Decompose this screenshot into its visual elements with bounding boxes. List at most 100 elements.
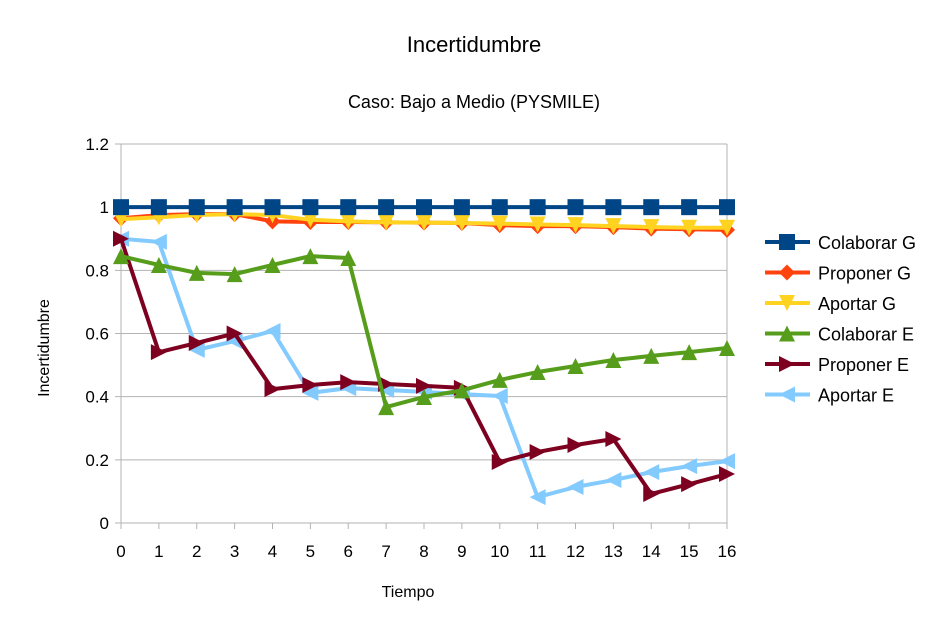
x-tick-label: 2 xyxy=(192,542,201,561)
marker-triangle-down xyxy=(567,217,584,234)
marker-triangle-right xyxy=(416,377,432,394)
marker-triangle-down xyxy=(529,216,546,233)
marker-square xyxy=(416,199,432,216)
x-tick-label: 12 xyxy=(566,542,585,561)
marker-triangle-right xyxy=(226,325,243,342)
marker-triangle-up xyxy=(779,325,795,342)
legend-label: Aportar E xyxy=(818,386,894,406)
series-colaborar-e xyxy=(113,248,735,416)
marker-triangle-down xyxy=(453,214,470,231)
legend-item: Colaborar E xyxy=(765,325,914,345)
x-tick-label: 7 xyxy=(381,542,390,561)
marker-triangle-up xyxy=(150,256,167,273)
marker-square xyxy=(453,199,470,216)
marker-triangle-down xyxy=(779,295,795,311)
marker-triangle-right xyxy=(491,454,508,471)
marker-triangle-down xyxy=(378,214,395,231)
marker-square xyxy=(491,199,508,216)
marker-triangle-up xyxy=(378,399,395,416)
marker-square xyxy=(264,199,281,216)
x-tick-label: 13 xyxy=(604,542,623,561)
x-tick-label: 15 xyxy=(680,542,699,561)
legend-label: Proponer E xyxy=(818,355,909,375)
marker-square xyxy=(226,199,243,216)
chart-title: Incertidumbre xyxy=(407,32,542,57)
marker-triangle-down xyxy=(491,215,508,232)
legend-item: Colaborar G xyxy=(765,233,916,253)
marker-triangle-down xyxy=(719,219,735,236)
marker-triangle-right xyxy=(188,334,205,351)
marker-triangle-left xyxy=(529,489,546,506)
marker-triangle-up xyxy=(605,352,622,369)
marker-triangle-left xyxy=(302,384,319,401)
marker-triangle-up xyxy=(453,382,470,399)
marker-triangle-down xyxy=(416,214,432,231)
x-tick-label: 16 xyxy=(718,542,737,561)
marker-triangle-left xyxy=(643,464,660,481)
y-tick-label: 0.8 xyxy=(85,261,109,280)
marker-triangle-left xyxy=(188,341,205,358)
marker-triangle-up xyxy=(416,388,432,405)
marker-triangle-up xyxy=(264,256,281,273)
marker-triangle-up xyxy=(643,347,660,364)
marker-triangle-down xyxy=(681,219,698,236)
marker-triangle-right xyxy=(567,436,584,453)
marker-triangle-left xyxy=(605,472,622,489)
series-proponer-e xyxy=(113,230,735,502)
y-tick-label: 0.4 xyxy=(85,388,109,407)
x-tick-label: 11 xyxy=(529,542,547,561)
marker-triangle-up xyxy=(113,248,129,265)
marker-triangle-right xyxy=(719,466,735,483)
x-tick-label: 4 xyxy=(268,542,277,561)
y-tick-label: 1 xyxy=(100,198,109,217)
legend-item: Aportar G xyxy=(765,294,896,314)
marker-triangle-right xyxy=(150,344,167,361)
marker-square xyxy=(340,199,357,216)
legend-label: Colaborar G xyxy=(818,233,916,253)
marker-triangle-left xyxy=(719,453,735,470)
x-tick-label: 1 xyxy=(154,542,163,561)
marker-square xyxy=(681,199,698,216)
y-axis-label: Incertidumbre xyxy=(36,299,53,397)
marker-triangle-right xyxy=(529,443,546,460)
x-tick-label: 8 xyxy=(419,542,428,561)
marker-triangle-right xyxy=(113,230,129,247)
y-tick-label: 1.2 xyxy=(85,135,109,154)
legend-label: Colaborar E xyxy=(818,325,914,345)
x-tick-label: 9 xyxy=(457,542,466,561)
marker-square xyxy=(529,199,546,216)
marker-square xyxy=(779,234,795,250)
marker-triangle-right xyxy=(779,356,795,372)
marker-square xyxy=(113,199,129,216)
marker-triangle-down xyxy=(643,219,660,236)
legend-item: Aportar E xyxy=(765,386,894,406)
marker-triangle-down xyxy=(302,211,319,228)
marker-square xyxy=(378,199,395,216)
marker-triangle-up xyxy=(340,250,357,267)
x-tick-label: 10 xyxy=(490,542,509,561)
marker-triangle-right xyxy=(681,476,698,493)
legend-label: Proponer G xyxy=(818,264,911,284)
x-tick-label: 3 xyxy=(230,542,239,561)
marker-square xyxy=(188,199,205,216)
x-tick-label: 14 xyxy=(642,542,661,561)
marker-triangle-left xyxy=(567,478,584,495)
y-tick-label: 0 xyxy=(100,514,109,533)
marker-square xyxy=(150,199,167,216)
x-tick-label: 0 xyxy=(116,542,125,561)
legend-item: Proponer E xyxy=(765,355,909,375)
marker-triangle-up xyxy=(681,344,698,361)
marker-triangle-down xyxy=(340,213,357,230)
marker-square xyxy=(643,199,660,216)
x-axis-label: Tiempo xyxy=(382,584,435,601)
marker-diamond xyxy=(779,264,795,281)
marker-square xyxy=(302,199,319,216)
marker-triangle-up xyxy=(302,248,319,265)
y-tick-label: 0.6 xyxy=(85,325,109,344)
legend-item: Proponer G xyxy=(765,264,911,284)
marker-triangle-left xyxy=(264,322,281,339)
marker-triangle-right xyxy=(605,430,622,447)
legend-label: Aportar G xyxy=(818,294,896,314)
marker-square xyxy=(567,199,584,216)
